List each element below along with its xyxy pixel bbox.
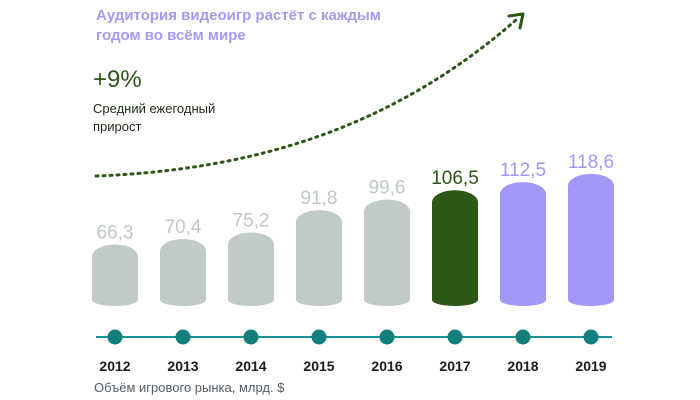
year-label-2019: 2019 xyxy=(575,358,606,374)
value-label-2012: 66,3 xyxy=(97,222,134,243)
growth-label: Средний ежегодный прирост xyxy=(93,101,216,134)
year-marker-2015 xyxy=(311,329,327,345)
trend-curve xyxy=(94,18,518,178)
bar-2018 xyxy=(500,182,546,306)
bar-2012 xyxy=(92,244,138,306)
year-marker-2019 xyxy=(583,329,599,345)
year-markers-group xyxy=(107,329,599,345)
growth-value: +9% xyxy=(93,66,142,93)
bar-2017 xyxy=(432,190,478,306)
bar-2015 xyxy=(296,210,342,306)
trend-arrowhead xyxy=(507,12,525,30)
year-marker-2013 xyxy=(175,329,191,345)
chart-footnote: Объём игрового рынка, млрд. $ xyxy=(94,380,285,395)
bar-2013 xyxy=(160,238,206,306)
value-labels-group: 66,3 70,4 75,2 91,8 99,6 106,5 112,5 118,6 xyxy=(97,152,615,244)
bars-group xyxy=(92,173,614,306)
value-label-2016: 99,6 xyxy=(369,178,406,199)
value-label-2015: 91,8 xyxy=(301,188,338,209)
year-marker-2017 xyxy=(447,329,463,345)
value-label-2019: 118,6 xyxy=(568,152,614,173)
year-label-2015: 2015 xyxy=(303,358,334,374)
year-label-2012: 2012 xyxy=(99,358,130,374)
year-label-2013: 2013 xyxy=(167,358,198,374)
value-label-2017: 106,5 xyxy=(431,168,479,189)
year-marker-2016 xyxy=(379,329,395,345)
value-label-2018: 112,5 xyxy=(500,160,546,181)
year-marker-2014 xyxy=(243,329,259,345)
year-labels-group: 2012 2013 2014 2015 2016 2017 2018 2019 xyxy=(99,358,606,374)
chart-headline: Аудитория видеоигр растёт с каждым годом… xyxy=(96,7,381,44)
trend-arrow xyxy=(94,12,525,178)
bar-2016 xyxy=(364,199,411,306)
year-label-2014: 2014 xyxy=(235,358,266,374)
year-marker-2018 xyxy=(515,329,531,345)
bar-2019 xyxy=(568,173,614,306)
value-label-2014: 75,2 xyxy=(233,210,270,231)
year-label-2016: 2016 xyxy=(371,358,402,374)
value-label-2013: 70,4 xyxy=(165,217,202,238)
bar-2014 xyxy=(228,232,274,306)
year-label-2017: 2017 xyxy=(439,358,470,374)
year-label-2018: 2018 xyxy=(507,358,538,374)
year-marker-2012 xyxy=(107,329,123,345)
